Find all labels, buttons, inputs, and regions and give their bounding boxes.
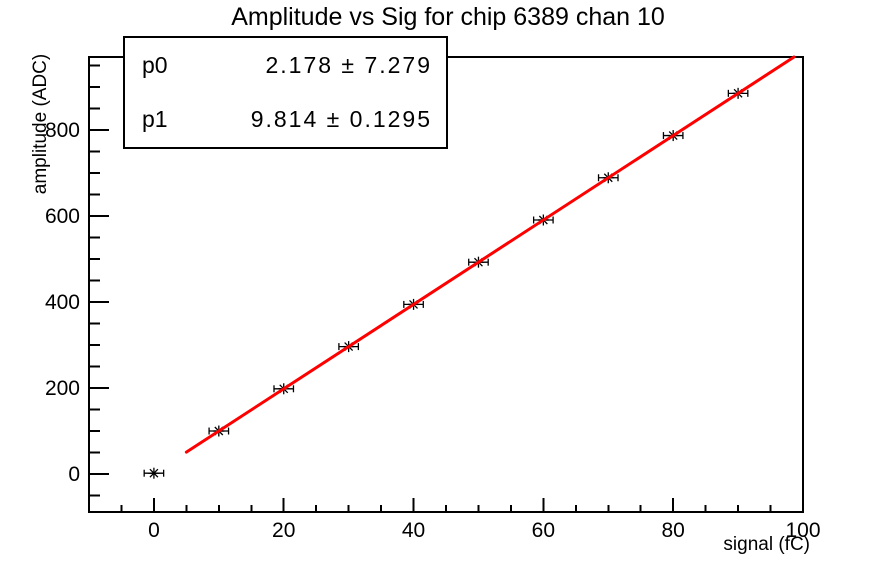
stat-row-p0: p0 2.178 ± 7.279 xyxy=(125,38,446,93)
y-tick-label: 600 xyxy=(45,205,80,228)
x-tick-label: 100 xyxy=(785,519,820,542)
x-tick-label: 80 xyxy=(662,519,685,542)
y-axis-title: amplitude (ADC) xyxy=(30,53,51,195)
y-tick-label: 800 xyxy=(45,119,80,142)
data-marker-star xyxy=(149,468,159,478)
fit-stats-box: p0 2.178 ± 7.279 p1 9.814 ± 0.1295 xyxy=(123,36,448,149)
stat-p1-label: p1 xyxy=(142,106,168,133)
x-tick-label: 40 xyxy=(402,519,425,542)
chart-title: Amplitude vs Sig for chip 6389 chan 10 xyxy=(231,3,665,31)
x-axis-title: signal (fC) xyxy=(723,534,810,555)
x-tick-label: 0 xyxy=(148,519,160,542)
y-tick-label: 200 xyxy=(45,377,80,400)
y-tick-label: 0 xyxy=(68,463,80,486)
stat-p0-value: 2.178 ± 7.279 xyxy=(265,51,432,78)
fit-line xyxy=(184,55,796,454)
stat-p1-value: 9.814 ± 0.1295 xyxy=(250,106,432,133)
y-tick-label: 400 xyxy=(45,291,80,314)
stat-p0-label: p0 xyxy=(142,51,168,78)
stat-row-p1: p1 9.814 ± 0.1295 xyxy=(125,93,446,148)
x-tick-label: 60 xyxy=(532,519,555,542)
x-tick-label: 20 xyxy=(272,519,295,542)
